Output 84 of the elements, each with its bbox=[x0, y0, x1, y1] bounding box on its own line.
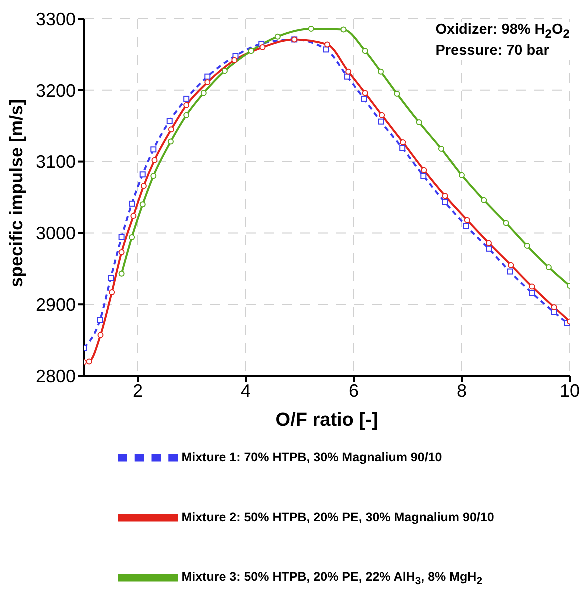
point bbox=[168, 126, 174, 133]
point bbox=[459, 172, 465, 178]
point bbox=[508, 262, 514, 268]
point bbox=[529, 284, 536, 290]
point bbox=[361, 96, 368, 102]
point bbox=[232, 57, 238, 64]
point bbox=[551, 304, 558, 310]
y-tick-label: 3100 bbox=[36, 152, 76, 172]
point bbox=[140, 202, 146, 208]
point bbox=[394, 90, 400, 97]
y-tick-label: 3300 bbox=[36, 9, 76, 30]
point bbox=[130, 213, 137, 220]
x-tick-label: 6 bbox=[348, 380, 360, 401]
point bbox=[379, 112, 386, 118]
y-tick-label: 3200 bbox=[36, 80, 76, 101]
point bbox=[150, 173, 157, 180]
point bbox=[248, 48, 254, 54]
point bbox=[168, 138, 174, 145]
point bbox=[378, 118, 384, 125]
point bbox=[308, 26, 314, 32]
point bbox=[524, 243, 530, 250]
point bbox=[421, 167, 428, 174]
y-tick-label: 3000 bbox=[36, 224, 76, 244]
point bbox=[118, 270, 125, 277]
x-tick-label: 2 bbox=[132, 380, 144, 401]
point bbox=[184, 96, 190, 102]
point bbox=[118, 234, 125, 240]
point bbox=[340, 26, 347, 33]
point bbox=[362, 90, 368, 96]
point bbox=[152, 157, 158, 164]
point bbox=[166, 118, 173, 124]
point bbox=[274, 34, 281, 40]
point bbox=[324, 42, 331, 48]
point bbox=[503, 220, 510, 226]
point bbox=[184, 102, 190, 108]
point bbox=[481, 197, 488, 204]
point bbox=[140, 183, 147, 190]
x-tick-label: 8 bbox=[456, 380, 468, 401]
point bbox=[416, 120, 422, 126]
point bbox=[204, 80, 211, 86]
point bbox=[551, 309, 558, 316]
legend-label: Mixture 3: 50% HTPB, 20% PE, 22% AlH$_{3}$, 8% MgH$_{2}$ bbox=[182, 570, 482, 588]
x-axis-title: O/F ratio [-] bbox=[276, 410, 378, 431]
point bbox=[129, 200, 136, 207]
point bbox=[463, 223, 470, 230]
point bbox=[346, 68, 352, 75]
point bbox=[362, 48, 368, 54]
point bbox=[98, 332, 104, 338]
point bbox=[442, 193, 448, 200]
point bbox=[260, 44, 266, 51]
point bbox=[97, 317, 104, 324]
point bbox=[200, 90, 207, 96]
y-axis-title: specific impulse [m/s] bbox=[6, 99, 26, 288]
point bbox=[438, 146, 444, 152]
point bbox=[222, 68, 228, 74]
x-tick-label: 10 bbox=[560, 380, 580, 401]
point bbox=[378, 68, 384, 75]
point bbox=[184, 112, 190, 118]
point bbox=[486, 240, 492, 246]
point bbox=[150, 146, 157, 153]
point bbox=[323, 46, 330, 53]
point bbox=[204, 74, 211, 80]
point bbox=[344, 74, 351, 80]
point bbox=[400, 140, 406, 146]
point bbox=[507, 268, 514, 275]
point bbox=[86, 358, 92, 365]
y-tick-label: 2800 bbox=[36, 366, 76, 386]
point bbox=[442, 200, 448, 206]
point bbox=[420, 173, 427, 180]
annotation: Oxidizer: 98% H$_{2}$O$_{2}$ bbox=[436, 22, 570, 43]
annotation: Pressure: 70 bar bbox=[436, 42, 550, 60]
point bbox=[109, 289, 116, 296]
point bbox=[529, 290, 536, 296]
point bbox=[546, 264, 552, 270]
legend-label: Mixture 2: 50% HTPB, 20% PE, 30% Magnalium 90/10 bbox=[182, 510, 494, 524]
point bbox=[108, 275, 114, 282]
point bbox=[400, 145, 406, 152]
point bbox=[129, 234, 136, 240]
x-tick-label: 4 bbox=[240, 380, 252, 401]
point bbox=[140, 172, 146, 178]
y-tick-label: 2900 bbox=[36, 294, 76, 315]
legend-label: Mixture 1: 70% HTPB, 30% Magnalium 90/10 bbox=[182, 450, 442, 464]
point bbox=[464, 217, 470, 224]
point bbox=[118, 249, 125, 256]
